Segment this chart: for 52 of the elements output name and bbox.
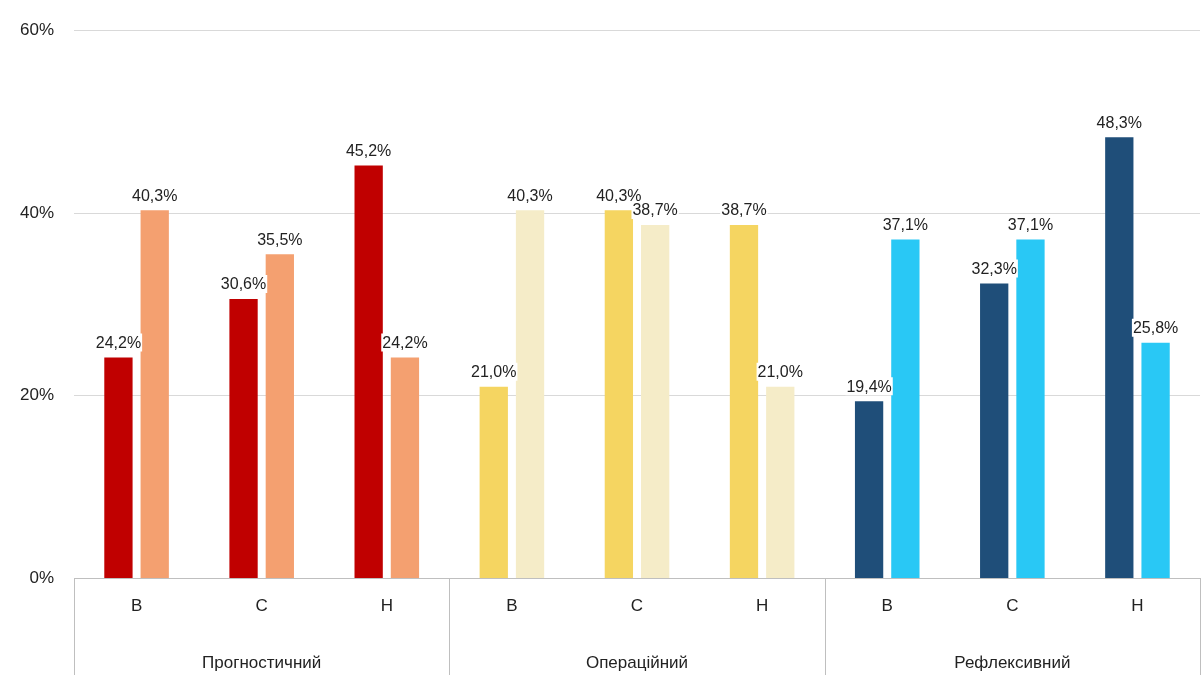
bar bbox=[1016, 239, 1045, 579]
data-label: 40,3% bbox=[507, 186, 553, 204]
bar bbox=[891, 239, 920, 579]
bar bbox=[1141, 342, 1170, 579]
bar bbox=[766, 386, 795, 579]
data-label: 37,1% bbox=[1007, 215, 1054, 233]
text: Операційний bbox=[585, 652, 689, 672]
bar bbox=[980, 283, 1009, 579]
text: Прогностичний bbox=[202, 652, 322, 672]
data-label: 21,0% bbox=[757, 363, 803, 381]
bar bbox=[104, 357, 133, 579]
x-tick-label: С bbox=[630, 596, 644, 616]
data-label: 38,7% bbox=[721, 201, 767, 219]
text: Рефлексивний bbox=[954, 652, 1071, 672]
bar bbox=[140, 210, 169, 579]
x-tick-label: В bbox=[506, 596, 518, 616]
y-tick-label: 20% bbox=[19, 385, 55, 405]
x-tick-label: С bbox=[255, 596, 268, 616]
x-tick-label: В bbox=[130, 596, 143, 616]
x-tick-label: Н bbox=[380, 596, 393, 616]
data-label: 24,2% bbox=[382, 333, 428, 351]
y-tick-label: 40% bbox=[19, 202, 55, 222]
x-tick-label: В bbox=[881, 596, 893, 616]
data-label: 25,8% bbox=[1132, 319, 1179, 337]
bar bbox=[354, 165, 383, 579]
bar bbox=[265, 254, 294, 579]
bar bbox=[854, 401, 884, 579]
data-label: 38,7% bbox=[632, 201, 678, 219]
bar bbox=[641, 224, 670, 579]
data-label: 35,5% bbox=[257, 230, 303, 248]
bar bbox=[604, 210, 634, 579]
data-label: 32,3% bbox=[971, 259, 1017, 277]
x-tick-label: Н bbox=[1131, 596, 1144, 616]
data-label: 24,2% bbox=[95, 333, 142, 351]
data-label: 37,1% bbox=[882, 215, 929, 233]
bar bbox=[229, 298, 258, 579]
data-label: 48,3% bbox=[1096, 113, 1142, 131]
x-tick-label: Н bbox=[755, 596, 769, 616]
data-label: 21,0% bbox=[471, 363, 517, 381]
data-label: 45,2% bbox=[345, 141, 392, 159]
y-tick-label: 60% bbox=[19, 19, 55, 39]
data-label: 30,6% bbox=[220, 275, 267, 293]
bar bbox=[1105, 137, 1134, 579]
x-tick-label: С bbox=[1006, 596, 1019, 616]
bar bbox=[479, 386, 508, 579]
y-tick-label: 0% bbox=[29, 568, 55, 588]
data-label: 19,4% bbox=[846, 377, 892, 395]
bar bbox=[729, 224, 759, 579]
data-label: 40,3% bbox=[132, 186, 178, 204]
bar bbox=[390, 357, 420, 579]
data-label: 40,3% bbox=[596, 186, 642, 204]
bar bbox=[515, 210, 545, 579]
